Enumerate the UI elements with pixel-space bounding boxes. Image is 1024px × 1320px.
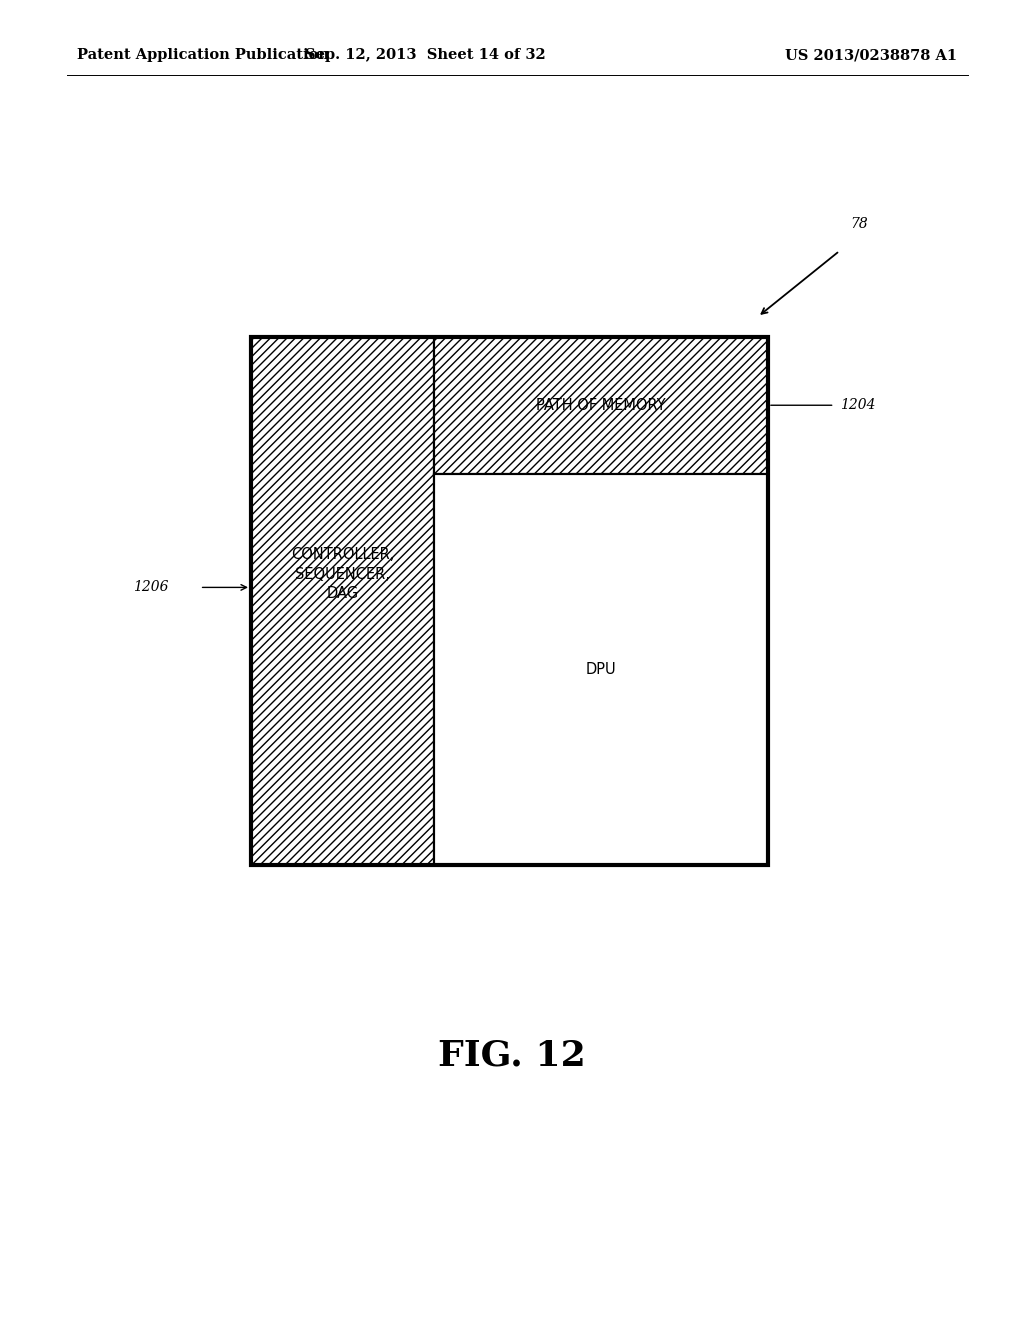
Bar bbox=[434, 337, 768, 474]
Text: US 2013/0238878 A1: US 2013/0238878 A1 bbox=[785, 49, 957, 62]
Text: DPU: DPU bbox=[586, 661, 616, 677]
Bar bbox=[434, 474, 768, 865]
Text: 1206: 1206 bbox=[133, 581, 169, 594]
Bar bbox=[251, 337, 768, 865]
Text: Sep. 12, 2013  Sheet 14 of 32: Sep. 12, 2013 Sheet 14 of 32 bbox=[304, 49, 546, 62]
Text: PATH OF MEMORY: PATH OF MEMORY bbox=[537, 397, 666, 413]
Text: Patent Application Publication: Patent Application Publication bbox=[77, 49, 329, 62]
Text: CONTROLLER,
SEQUENCER,
DAG: CONTROLLER, SEQUENCER, DAG bbox=[291, 546, 394, 602]
Text: 1204: 1204 bbox=[840, 399, 876, 412]
Text: FIG. 12: FIG. 12 bbox=[438, 1039, 586, 1073]
Bar bbox=[251, 337, 434, 865]
Text: 78: 78 bbox=[850, 216, 867, 231]
